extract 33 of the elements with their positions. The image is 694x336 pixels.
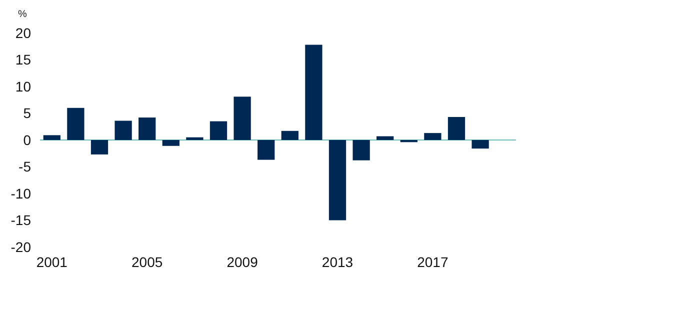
- bar: [138, 118, 156, 140]
- bar: [43, 135, 60, 140]
- bar: [114, 120, 132, 140]
- bar: [305, 44, 322, 140]
- bar: [234, 96, 251, 140]
- bar: [162, 140, 180, 146]
- bar: [281, 130, 298, 140]
- x-tick-label: 2005: [132, 254, 163, 270]
- y-axis-title: %: [18, 9, 27, 20]
- x-tick-label: 2013: [322, 254, 354, 270]
- y-tick-label: -10: [10, 185, 32, 202]
- y-tick-label: -5: [18, 158, 32, 175]
- y-tick-label: -15: [10, 212, 32, 228]
- bar: [448, 116, 466, 140]
- y-tick-label: 20: [15, 24, 32, 41]
- bar: [472, 140, 489, 149]
- bar: [352, 140, 370, 160]
- bar: [258, 140, 275, 160]
- y-tick-label: 0: [23, 132, 32, 148]
- y-tick-label: 5: [23, 105, 32, 122]
- x-tick-label: 2017: [417, 254, 448, 270]
- bar: [90, 140, 108, 154]
- bar: [186, 137, 204, 140]
- y-tick-label: 15: [15, 52, 32, 68]
- bar: [67, 108, 84, 140]
- bar: [210, 121, 228, 140]
- y-tick-label: -20: [10, 238, 32, 255]
- x-tick-label: 2001: [36, 254, 68, 270]
- bar: [424, 133, 442, 140]
- y-tick-label: 10: [15, 78, 32, 94]
- bar: [328, 140, 346, 220]
- bar: [376, 136, 394, 140]
- x-tick-label: 2009: [226, 254, 258, 270]
